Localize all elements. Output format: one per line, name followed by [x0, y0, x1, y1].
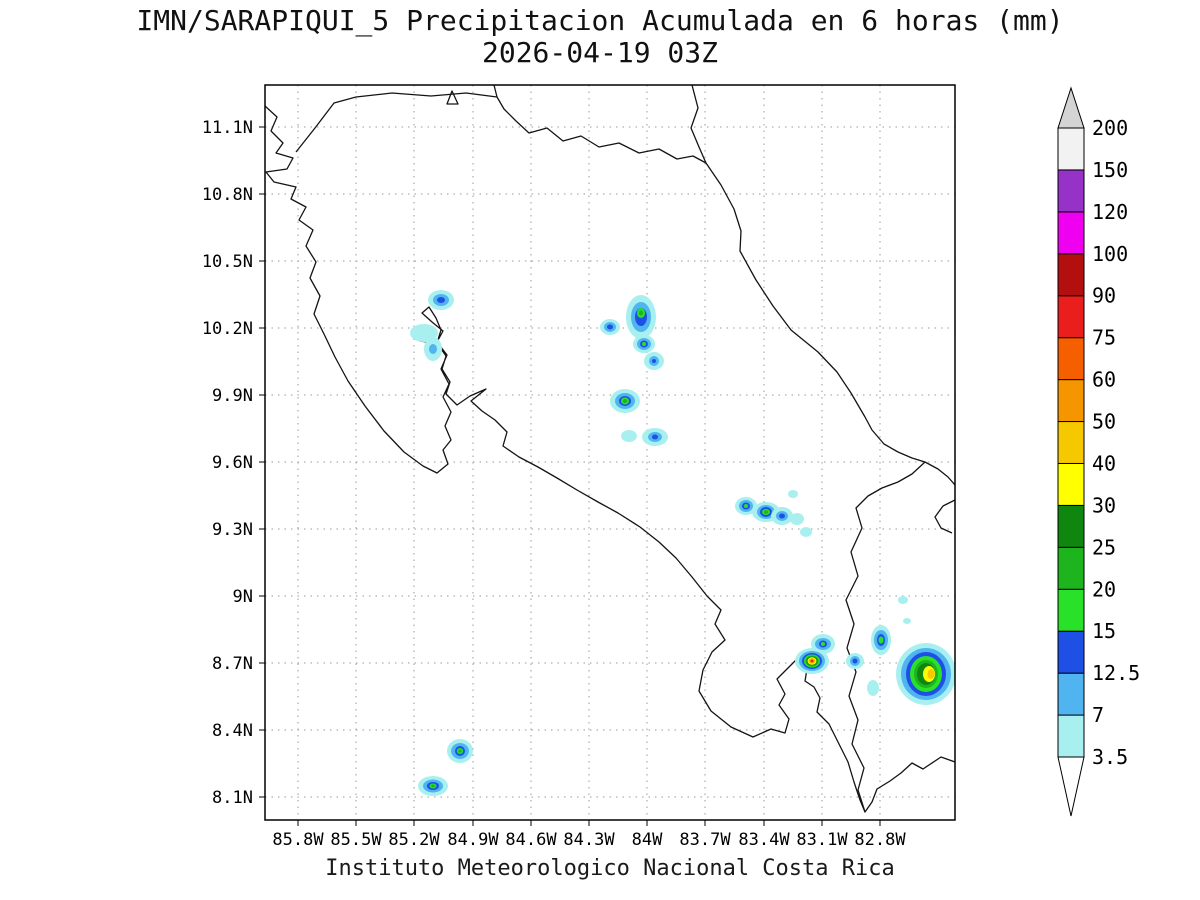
colorbar-label: 3.5	[1092, 745, 1128, 769]
y-tick-label: 10.2N	[202, 319, 253, 339]
precip-cell-ring	[821, 642, 825, 646]
coastlines	[265, 85, 955, 813]
colorbar-label: 15	[1092, 619, 1116, 643]
colorbar-label: 25	[1092, 535, 1116, 559]
precip-cell-ring	[779, 513, 785, 519]
coastline-path	[690, 85, 955, 486]
y-tick-label: 10.5N	[202, 252, 253, 272]
colorbar-band	[1057, 546, 1085, 590]
y-tick-label: 9.3N	[212, 520, 253, 540]
precip-cell-ring	[642, 342, 646, 346]
colorbar-over-arrow	[1057, 86, 1085, 129]
x-tick-label: 83.7W	[679, 830, 731, 850]
coastline-path	[446, 90, 459, 105]
x-tick-label: 82.8W	[854, 830, 906, 850]
x-tick-label: 85.2W	[388, 830, 440, 850]
precip-cell-ring	[903, 618, 911, 624]
precip-cell-ring	[621, 430, 637, 442]
x-tick-label: 84.9W	[447, 830, 499, 850]
x-tick-label: 84W	[632, 830, 663, 850]
precipitation-cells	[410, 290, 955, 796]
colorbar-label: 100	[1092, 242, 1128, 266]
x-tick-label: 85.8W	[272, 830, 324, 850]
precip-cell-ring	[429, 344, 437, 354]
coastline-path	[934, 499, 955, 534]
y-tick-label: 9.6N	[212, 453, 253, 473]
colorbar: 3.5 7 12.5 15 20 25 30 40 50 60 75 90 100 120 150 200	[1057, 86, 1140, 817]
colorbar-band	[1057, 672, 1085, 716]
precip-cell-ring	[623, 399, 627, 403]
colorbar-band	[1057, 588, 1085, 632]
colorbar-band	[1057, 295, 1085, 339]
x-tick-label: 84.3W	[563, 830, 615, 850]
colorbar-under-arrow	[1057, 756, 1085, 817]
colorbar-label: 12.5	[1092, 661, 1140, 685]
colorbar-band	[1057, 630, 1085, 674]
y-tick-label: 11.1N	[202, 118, 253, 138]
precip-cell-ring	[800, 527, 812, 537]
y-tick-label: 8.4N	[212, 721, 253, 741]
precip-cell-ring	[431, 784, 435, 788]
colorbar-band	[1057, 253, 1085, 297]
coastline-path	[493, 85, 498, 98]
colorbar-band	[1057, 714, 1085, 758]
chart-subtitle: 2026-04-19 03Z	[481, 36, 718, 69]
colorbar-band	[1057, 127, 1085, 171]
precip-cell-ring	[764, 510, 768, 514]
colorbar-band	[1057, 504, 1085, 548]
precip-cell-ring	[744, 504, 748, 508]
chart-title: IMN/SARAPIQUI_5 Precipitacion Acumulada …	[136, 4, 1064, 37]
source-caption: Instituto Meteorologico Nacional Costa R…	[325, 856, 895, 881]
x-tick-label: 85.5W	[330, 830, 382, 850]
precip-cell-ring	[790, 513, 804, 525]
colorbar-label: 60	[1092, 368, 1116, 392]
colorbar-band	[1057, 169, 1085, 213]
precip-cell-ring	[878, 636, 884, 644]
colorbar-label: 7	[1092, 703, 1104, 727]
y-tick-label: 8.7N	[212, 654, 253, 674]
precip-cell-ring	[607, 324, 613, 330]
colorbar-label: 20	[1092, 577, 1116, 601]
precip-cell-ring	[458, 749, 462, 753]
precip-cell-ring	[437, 297, 445, 303]
colorbar-label: 30	[1092, 493, 1116, 517]
precip-cell-ring	[652, 359, 656, 363]
colorbar-label: 90	[1092, 284, 1116, 308]
precip-cell-ring	[810, 659, 814, 663]
colorbar-label: 75	[1092, 326, 1116, 350]
colorbar-band	[1057, 421, 1085, 464]
colorbar-band	[1057, 337, 1085, 381]
grid-lines	[265, 85, 955, 820]
colorbar-label: 200	[1092, 116, 1128, 140]
coastline-path	[265, 105, 955, 813]
precip-cell-ring	[867, 680, 879, 696]
x-tick-label: 83.1W	[796, 830, 848, 850]
precip-cell-ring	[927, 669, 935, 679]
y-tick-label: 9N	[233, 587, 253, 607]
colorbar-label: 150	[1092, 158, 1128, 182]
y-tick-label: 8.1N	[212, 788, 253, 808]
plot-frame	[264, 84, 956, 821]
axis-labels: 11.1N 10.8N 10.5N 10.2N 9.9N 9.6N 9.3N 9N 8.7N 8.…	[202, 118, 907, 850]
precip-cell-ring	[788, 490, 798, 498]
x-tick-label: 84.6W	[505, 830, 557, 850]
colorbar-label: 50	[1092, 410, 1116, 434]
colorbar-band	[1057, 462, 1085, 506]
precip-cell-ring	[639, 310, 643, 316]
y-tick-label: 9.9N	[212, 386, 253, 406]
colorbar-band	[1057, 379, 1085, 423]
precip-cell-ring	[852, 658, 858, 664]
colorbar-label: 120	[1092, 200, 1128, 224]
precip-cell-ring	[898, 596, 908, 604]
x-tick-label: 83.4W	[738, 830, 790, 850]
coastline-path	[295, 92, 707, 164]
colorbar-label: 40	[1092, 451, 1116, 475]
colorbar-band	[1057, 211, 1085, 255]
y-tick-label: 10.8N	[202, 185, 253, 205]
precip-cell-ring	[652, 434, 658, 440]
coastline-path	[845, 461, 926, 813]
